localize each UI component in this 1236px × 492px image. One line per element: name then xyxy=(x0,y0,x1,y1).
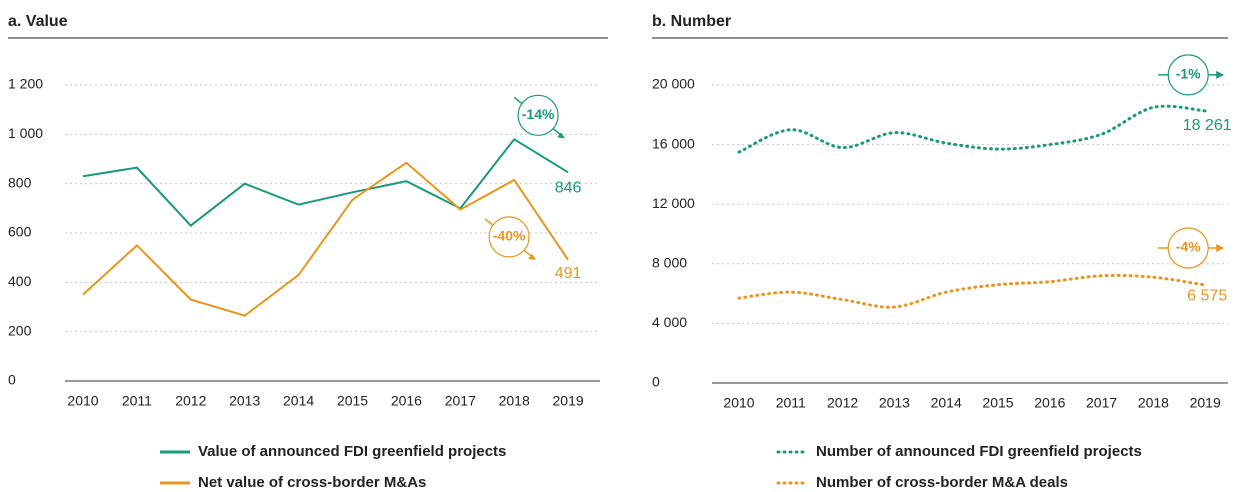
y-tick-label: 400 xyxy=(8,273,32,289)
x-tick-label: 2018 xyxy=(1138,395,1169,411)
x-tick-label: 2013 xyxy=(229,393,260,409)
x-tick-label: 2017 xyxy=(445,393,476,409)
x-tick-label: 2014 xyxy=(283,393,314,409)
x-tick-label: 2019 xyxy=(553,393,584,409)
y-tick-label: 600 xyxy=(8,224,32,240)
end-label: 18 261 xyxy=(1183,117,1232,134)
x-tick-label: 2012 xyxy=(827,395,858,411)
change-circle xyxy=(1167,227,1209,269)
y-tick-label: 0 xyxy=(652,374,660,390)
x-tick-label: 2016 xyxy=(391,393,422,409)
y-tick-label: 200 xyxy=(8,322,32,338)
end-label: 846 xyxy=(555,180,582,197)
y-tick-label: 1 200 xyxy=(8,76,43,92)
y-tick-label: 12 000 xyxy=(652,195,695,211)
arrow-head xyxy=(1216,70,1225,79)
chart-title: a. Value xyxy=(8,13,68,30)
series-line xyxy=(737,104,1207,154)
y-tick-label: 8 000 xyxy=(652,255,687,271)
arrow-head xyxy=(528,253,537,260)
chart-title: b. Number xyxy=(652,13,731,30)
x-tick-label: 2011 xyxy=(122,393,152,409)
change-label: -1% xyxy=(1176,66,1201,82)
change-circle xyxy=(488,216,530,258)
x-tick-label: 2015 xyxy=(982,395,1013,411)
legend-label: Number of announced FDI greenfield proje… xyxy=(816,443,1142,460)
x-tick-label: 2013 xyxy=(879,395,910,411)
change-circle xyxy=(1167,54,1209,96)
arrow-head xyxy=(557,132,566,139)
change-circle xyxy=(517,94,559,136)
y-tick-label: 800 xyxy=(8,174,32,190)
legend-label: Value of announced FDI greenfield projec… xyxy=(198,443,506,460)
y-tick-label: 0 xyxy=(8,372,16,388)
arrow-head xyxy=(1216,244,1225,253)
y-tick-label: 16 000 xyxy=(652,135,695,151)
y-tick-label: 1 000 xyxy=(8,125,43,141)
change-label: -40% xyxy=(493,228,526,244)
x-tick-label: 2016 xyxy=(1034,395,1065,411)
series-line xyxy=(82,137,569,227)
x-tick-label: 2017 xyxy=(1086,395,1117,411)
end-label: 491 xyxy=(555,265,582,282)
legend-label: Net value of cross-border M&As xyxy=(198,474,426,491)
end-label: 6 575 xyxy=(1187,287,1227,304)
legend-label: Number of cross-border M&A deals xyxy=(816,474,1068,491)
series-line xyxy=(737,273,1207,309)
x-tick-label: 2018 xyxy=(499,393,530,409)
x-tick-label: 2015 xyxy=(337,393,368,409)
x-tick-label: 2011 xyxy=(776,395,806,411)
x-tick-label: 2010 xyxy=(67,393,98,409)
x-tick-label: 2019 xyxy=(1190,395,1221,411)
x-tick-label: 2010 xyxy=(723,395,754,411)
x-tick-label: 2012 xyxy=(175,393,206,409)
y-tick-label: 4 000 xyxy=(652,314,687,330)
y-tick-label: 20 000 xyxy=(652,76,695,92)
change-label: -4% xyxy=(1176,239,1201,255)
x-tick-label: 2014 xyxy=(931,395,962,411)
change-label: -14% xyxy=(522,106,555,122)
series-line xyxy=(82,161,569,317)
